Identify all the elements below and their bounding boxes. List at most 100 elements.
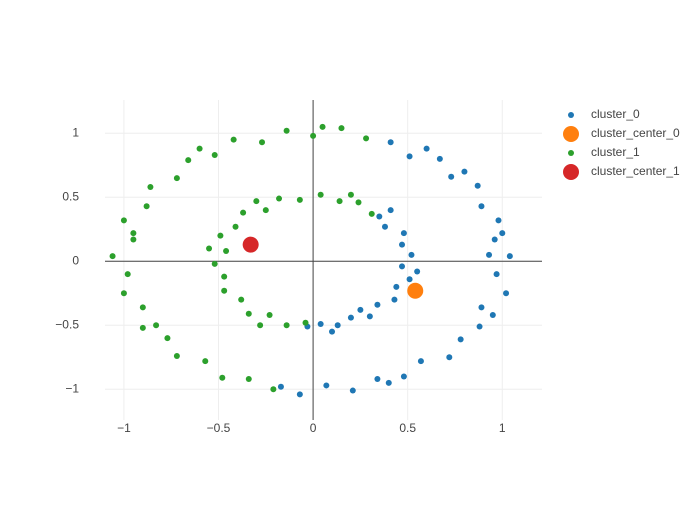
- point: [495, 217, 502, 224]
- point: [259, 139, 266, 146]
- point: [230, 136, 237, 143]
- point: [399, 263, 406, 270]
- point: [400, 373, 407, 380]
- legend-marker: [563, 126, 579, 142]
- point: [202, 358, 209, 365]
- point: [238, 296, 245, 303]
- point: [185, 157, 192, 164]
- point: [381, 223, 388, 230]
- point: [336, 198, 343, 205]
- point: [376, 213, 383, 220]
- point: [323, 382, 330, 389]
- point: [211, 260, 218, 267]
- point: [196, 145, 203, 152]
- y-tick-label: −1: [65, 381, 79, 395]
- point: [457, 336, 464, 343]
- y-tick-label: −0.5: [55, 317, 79, 331]
- point: [276, 195, 283, 202]
- point: [387, 207, 394, 214]
- point: [310, 132, 317, 139]
- point: [120, 217, 127, 224]
- legend-marker: [568, 112, 574, 118]
- point: [257, 322, 264, 329]
- point: [223, 248, 230, 255]
- point: [153, 322, 160, 329]
- point: [242, 236, 259, 253]
- x-tick-label: 0: [310, 421, 317, 435]
- point: [334, 322, 341, 329]
- point: [478, 203, 485, 210]
- point: [217, 232, 224, 239]
- point: [374, 301, 381, 308]
- point: [338, 125, 345, 132]
- legend-label: cluster_center_1: [591, 164, 680, 178]
- point: [407, 282, 424, 299]
- point: [206, 245, 213, 252]
- point: [476, 323, 483, 330]
- y-tick-label: 0.5: [62, 189, 79, 203]
- legend-marker: [563, 164, 579, 180]
- point: [221, 287, 228, 294]
- legend-label: cluster_0: [591, 107, 640, 121]
- point: [491, 236, 498, 243]
- point: [400, 230, 407, 237]
- point: [266, 312, 273, 319]
- point: [357, 306, 364, 313]
- point: [368, 210, 375, 217]
- point: [446, 354, 453, 361]
- point: [277, 383, 284, 390]
- point: [147, 184, 154, 191]
- y-tick-label: 1: [72, 125, 79, 139]
- point: [270, 386, 277, 393]
- point: [296, 196, 303, 203]
- point: [347, 191, 354, 198]
- point: [245, 310, 252, 317]
- point: [503, 290, 510, 297]
- point: [399, 241, 406, 248]
- x-tick-label: −0.5: [207, 421, 231, 435]
- point: [296, 391, 303, 398]
- point: [423, 145, 430, 152]
- point: [283, 322, 290, 329]
- point: [374, 376, 381, 383]
- point: [493, 271, 500, 278]
- x-tick-label: 1: [499, 421, 506, 435]
- point: [355, 199, 362, 206]
- point: [139, 324, 146, 331]
- point: [173, 353, 180, 359]
- legend-label: cluster_center_0: [591, 126, 680, 140]
- point: [406, 153, 413, 160]
- point: [393, 283, 400, 290]
- legend-label: cluster_1: [591, 145, 640, 159]
- point: [406, 276, 413, 283]
- point: [506, 253, 513, 260]
- point: [283, 127, 290, 134]
- point: [253, 198, 260, 205]
- point: [120, 290, 127, 297]
- point: [489, 312, 496, 319]
- point: [366, 313, 373, 320]
- point: [219, 374, 226, 381]
- x-tick-label: 0.5: [399, 421, 416, 435]
- point: [474, 182, 481, 189]
- point: [211, 152, 218, 159]
- point: [387, 139, 394, 146]
- point: [448, 173, 455, 180]
- point: [349, 387, 356, 394]
- point: [486, 251, 493, 258]
- point: [385, 379, 392, 386]
- point: [124, 271, 131, 278]
- point: [499, 230, 506, 237]
- point: [478, 304, 485, 311]
- point: [240, 209, 247, 216]
- point: [347, 314, 354, 321]
- point: [317, 191, 324, 198]
- point: [408, 251, 415, 258]
- point: [329, 328, 336, 335]
- point: [164, 335, 171, 342]
- point: [391, 296, 398, 303]
- point: [139, 304, 146, 311]
- legend-marker: [568, 150, 574, 156]
- point: [319, 123, 326, 130]
- point: [302, 319, 309, 326]
